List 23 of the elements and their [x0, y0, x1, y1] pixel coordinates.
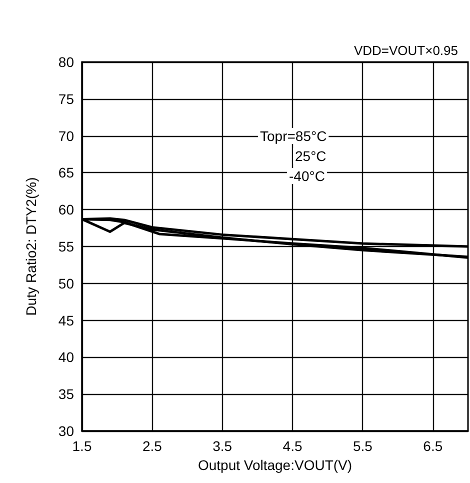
- y-axis-title: Duty Ratio2: DTY2(%): [23, 177, 39, 316]
- y-tick-label: 50: [58, 275, 74, 292]
- y-tick-label: 80: [58, 54, 74, 70]
- y-tick-label: 30: [58, 423, 74, 439]
- text: VDD=VOUT×0.95: [354, 43, 458, 58]
- y-tick-label: 70: [58, 128, 74, 144]
- annotation: 25°C: [295, 148, 326, 164]
- y-tick-label: 40: [58, 349, 74, 366]
- y-tick-label: 65: [58, 164, 74, 181]
- x-tick-label: 2.5: [142, 438, 162, 454]
- y-tick-label: 60: [58, 202, 74, 218]
- y-tick-label: 35: [58, 386, 74, 402]
- annotation: -40°C: [289, 168, 325, 184]
- y-tick-label: 45: [58, 312, 74, 328]
- x-tick-label: 3.5: [212, 438, 232, 454]
- x-tick-label: 1.5: [72, 438, 92, 454]
- x-axis-title: Output Voltage:VOUT(V): [198, 456, 352, 473]
- x-tick-label: 5.5: [352, 438, 373, 454]
- y-tick-label: 75: [58, 90, 74, 107]
- y-tick-label: 55: [58, 238, 74, 254]
- x-tick-label: 4.5: [282, 438, 302, 454]
- annotation: Topr=85°C: [260, 128, 327, 144]
- x-tick-label: 6.5: [423, 438, 443, 454]
